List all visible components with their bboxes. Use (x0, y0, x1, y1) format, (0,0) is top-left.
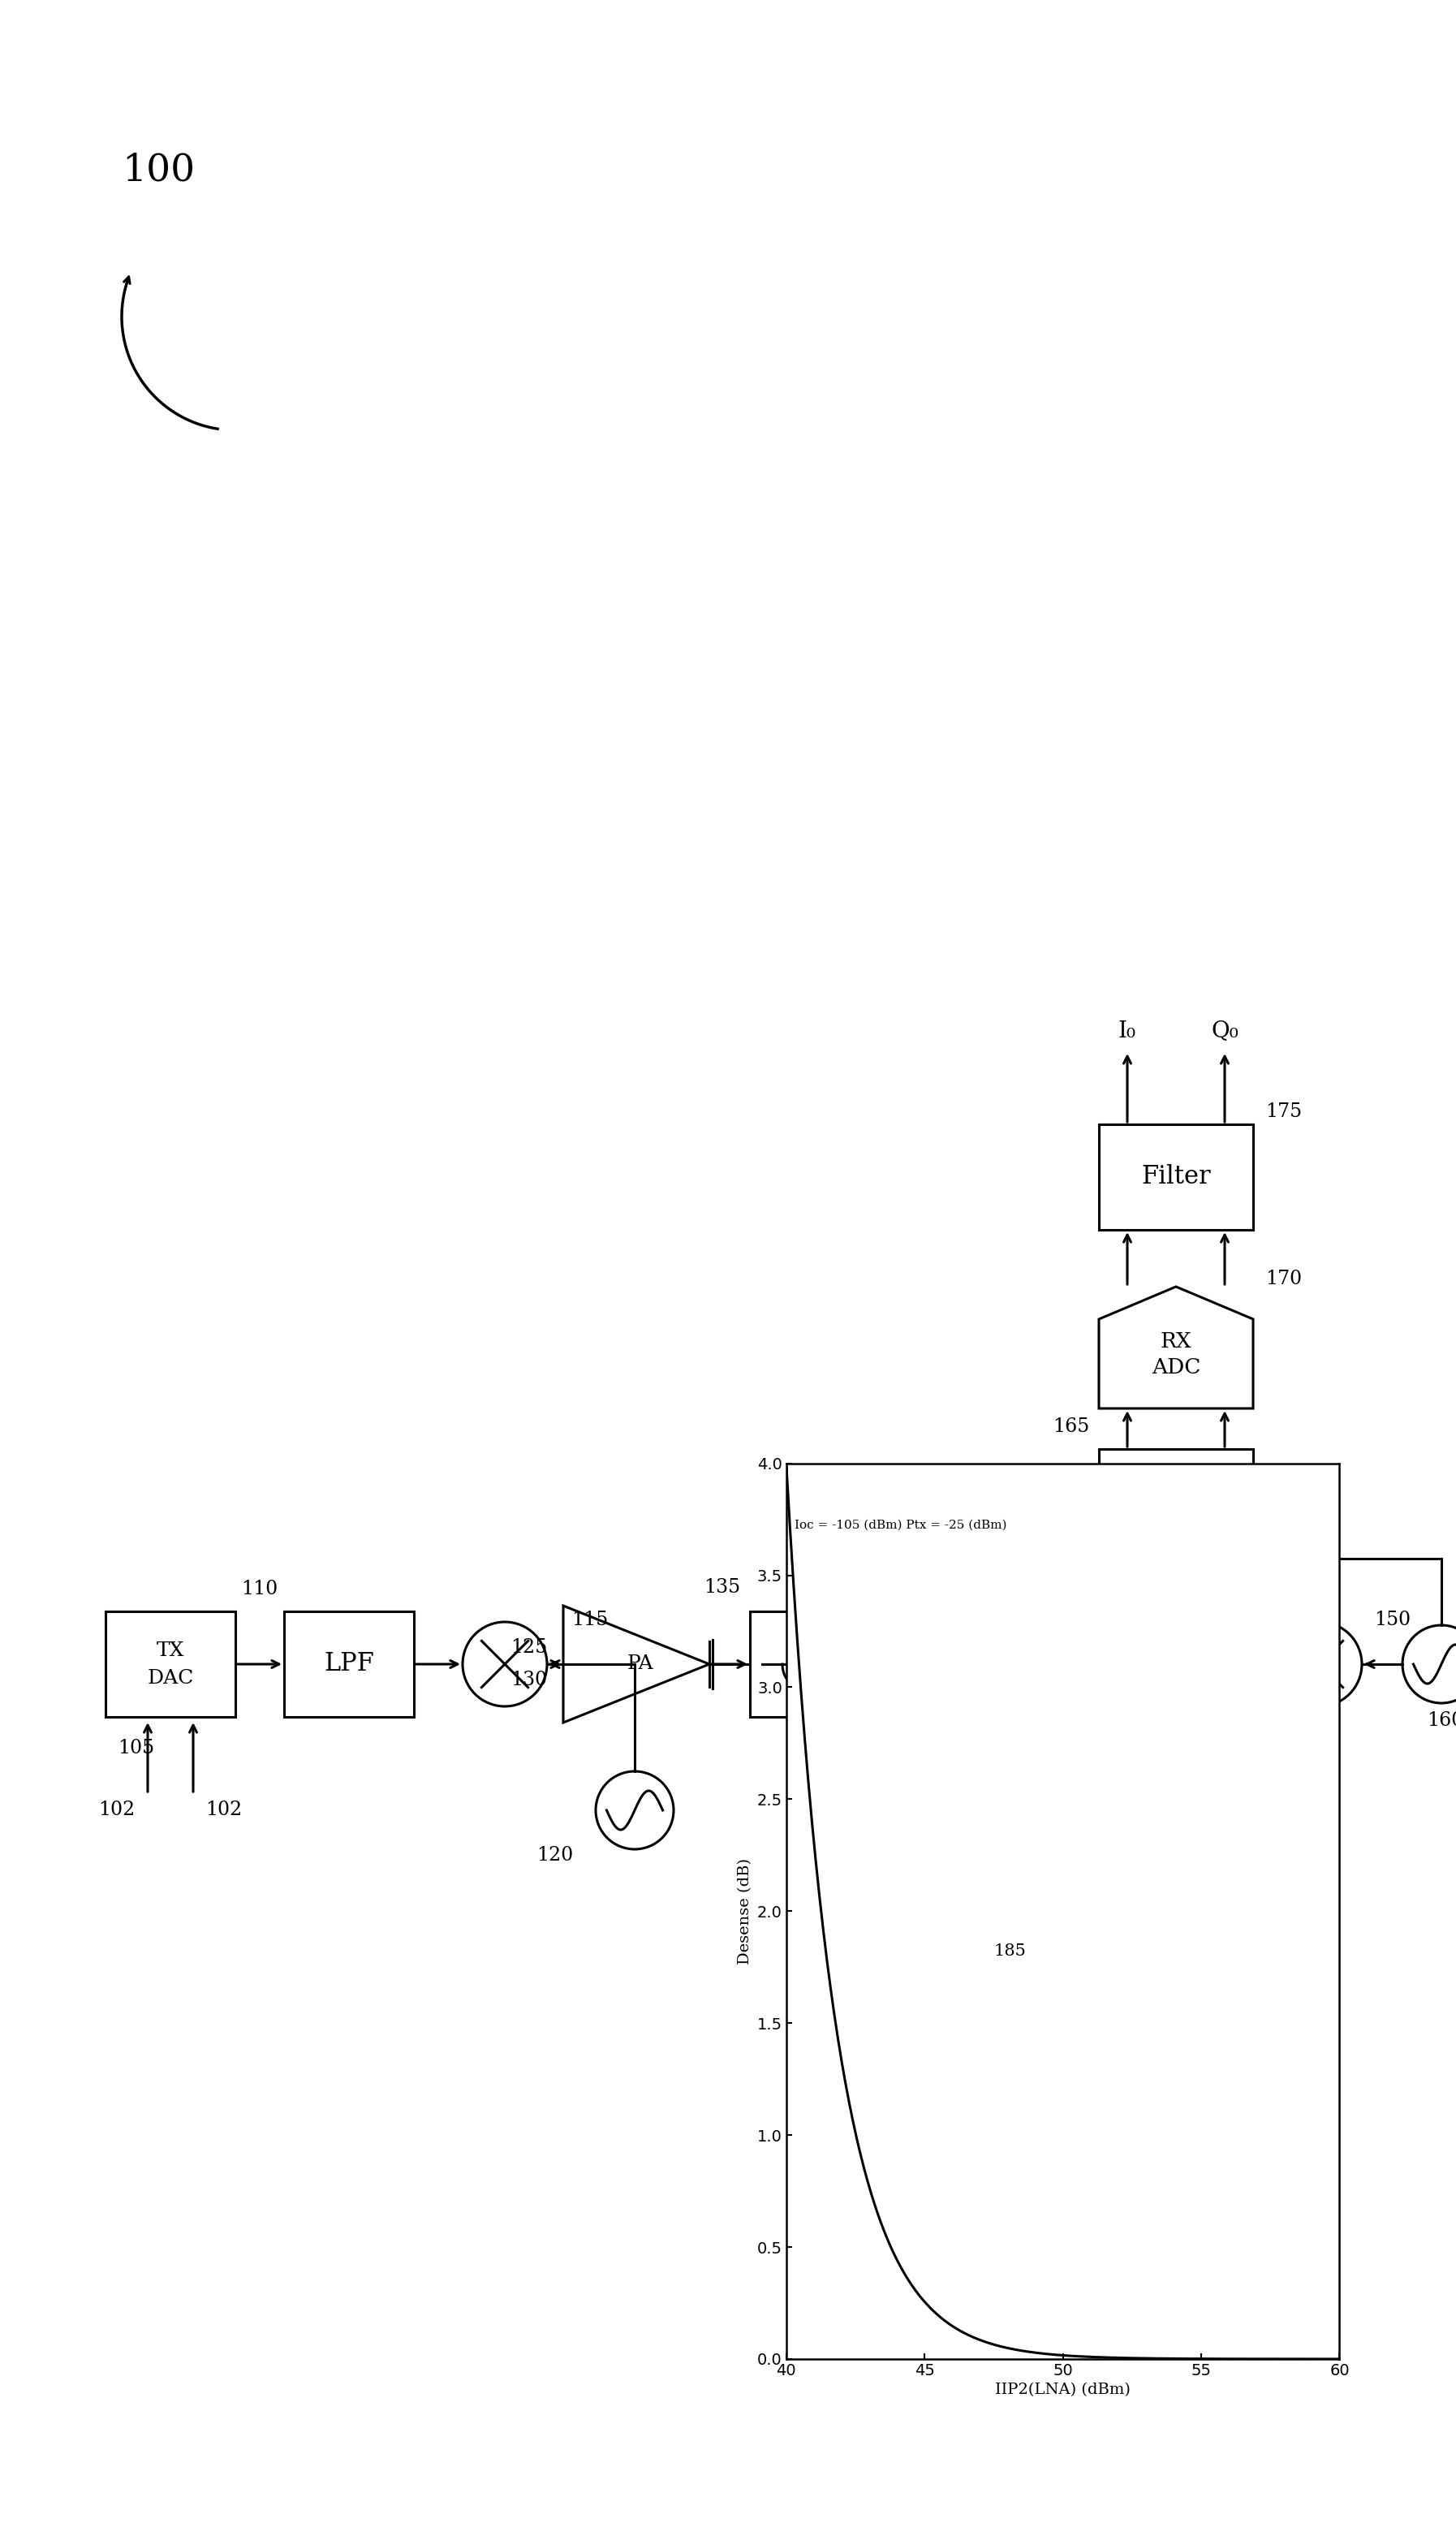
Bar (1099, 1448, 1254, 1554)
Text: 110: 110 (240, 1579, 278, 1597)
Text: 140: 140 (1080, 1549, 1118, 1567)
Text: 105: 105 (118, 1738, 154, 1756)
Text: 150: 150 (1374, 1610, 1411, 1630)
Text: LNA: LNA (990, 1655, 1037, 1673)
Text: 175: 175 (1265, 1103, 1302, 1120)
Text: FIG. 1  PRIOR ART: FIG. 1 PRIOR ART (871, 2172, 1239, 2210)
Text: RX: RX (1160, 1332, 1191, 1352)
Text: 170: 170 (1265, 1269, 1302, 1287)
Text: TX: TX (156, 1642, 185, 1660)
Bar (284, 1612, 414, 1718)
Text: 165: 165 (1053, 1418, 1089, 1436)
Text: LPF: LPF (323, 1653, 374, 1678)
Text: 135: 135 (703, 1577, 740, 1597)
Text: BPF: BPF (1153, 1506, 1198, 1526)
Text: 120: 120 (536, 1844, 574, 1864)
Text: 185: 185 (994, 1943, 1026, 1960)
Text: PA: PA (628, 1655, 654, 1673)
Text: 90°: 90° (1155, 1653, 1198, 1678)
Bar (1115, 1612, 1236, 1718)
Text: 150: 150 (942, 1610, 978, 1630)
Text: 115: 115 (571, 1610, 609, 1630)
X-axis label: IIP2(LNA) (dBm): IIP2(LNA) (dBm) (994, 2382, 1131, 2397)
Bar (105, 1612, 236, 1718)
Text: Q₀: Q₀ (1211, 1019, 1239, 1042)
Text: 145: 145 (1024, 1574, 1060, 1592)
Text: 130: 130 (511, 1670, 547, 1690)
Text: 100: 100 (122, 151, 195, 189)
Text: 102: 102 (205, 1801, 242, 1819)
Text: ADC: ADC (1152, 1357, 1201, 1378)
Bar (1099, 1125, 1254, 1229)
Text: 125: 125 (510, 1637, 547, 1658)
Text: TX leakage: TX leakage (943, 1514, 1045, 1531)
Text: DAC: DAC (147, 1670, 194, 1688)
Text: LPF/: LPF/ (1150, 1478, 1201, 1499)
Text: 160: 160 (1427, 1711, 1456, 1731)
Text: Ioc = -105 (dBm) Ptx = -25 (dBm): Ioc = -105 (dBm) Ptx = -25 (dBm) (795, 1519, 1006, 1531)
Text: I₀: I₀ (1118, 1019, 1136, 1042)
Y-axis label: Desense (dB): Desense (dB) (738, 1857, 753, 1965)
Text: 102: 102 (99, 1801, 135, 1819)
Bar (750, 1612, 895, 1718)
Bar (919, 1478, 1069, 1567)
Text: 155: 155 (1123, 1733, 1160, 1751)
Text: Filter: Filter (1142, 1166, 1211, 1191)
